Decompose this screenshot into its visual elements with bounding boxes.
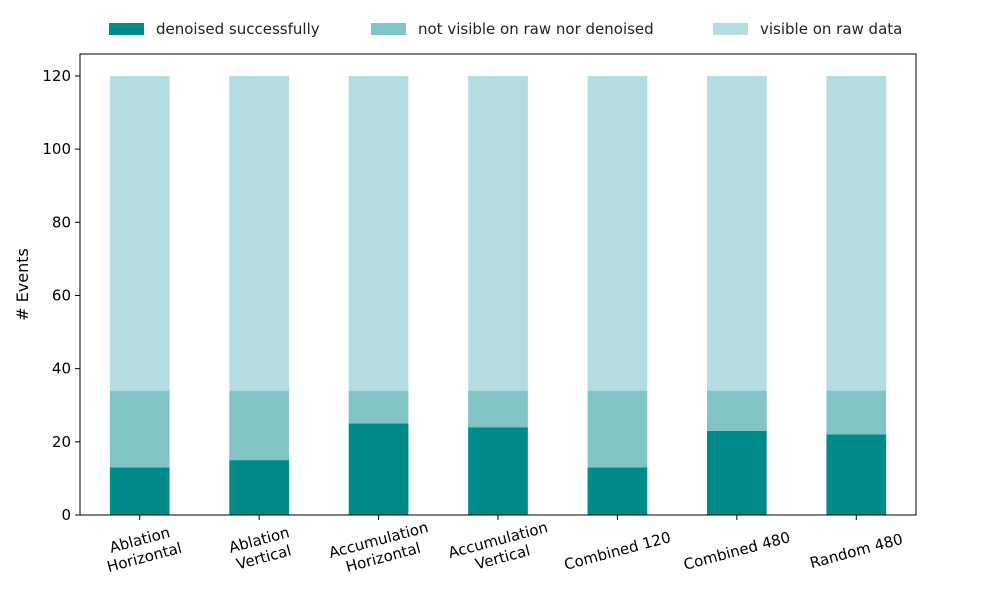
bar-segment-1-1 — [229, 390, 289, 461]
chart-legend: denoised successfully not visible on raw… — [0, 0, 1000, 50]
bar-segment-5-1 — [707, 390, 767, 431]
bar-segment-2-2 — [348, 75, 409, 391]
legend-item-visible-raw: visible on raw data — [713, 19, 902, 39]
x-tick-label-line: Combined 480 — [682, 528, 793, 574]
bar-segment-3-1 — [468, 390, 528, 428]
legend-swatch-not-visible — [371, 23, 406, 35]
bar-segment-3-2 — [468, 75, 528, 391]
legend-item-not-visible: not visible on raw nor denoised — [371, 19, 654, 39]
bar-layer — [109, 75, 887, 515]
legend-label-denoised: denoised successfully — [156, 20, 320, 38]
x-tick-label-line: Combined 120 — [562, 528, 673, 574]
y-tick-label: 20 — [52, 433, 71, 451]
bar-segment-4-2 — [587, 75, 648, 391]
bar-segment-4-1 — [587, 390, 648, 468]
bar-segment-0-2 — [109, 75, 170, 391]
y-tick-label: 120 — [42, 67, 71, 85]
bar-segment-6-1 — [826, 390, 887, 435]
bar-segment-5-2 — [707, 75, 767, 391]
bar-segment-0-0 — [109, 467, 170, 515]
y-axis: 0 20 40 60 80 100 120 — [42, 67, 80, 524]
bar-segment-1-0 — [229, 460, 289, 515]
bar-segment-3-0 — [468, 427, 528, 515]
bar-segment-5-0 — [707, 430, 767, 515]
bar-segment-6-0 — [826, 434, 887, 515]
bar-segment-2-1 — [348, 390, 409, 424]
legend-swatch-visible-raw — [713, 23, 748, 35]
y-tick-label: 100 — [42, 140, 71, 158]
x-tick-label: Combined 480 — [682, 528, 793, 574]
y-tick-label: 40 — [52, 360, 71, 378]
bar-segment-6-2 — [826, 75, 887, 391]
y-tick-label: 80 — [52, 213, 71, 231]
y-tick-label: 60 — [52, 286, 71, 304]
bar-segment-4-0 — [587, 467, 648, 515]
y-tick-label: 0 — [61, 506, 71, 524]
x-tick-label-line: Random 480 — [808, 530, 905, 572]
legend-item-denoised: denoised successfully — [109, 19, 320, 39]
legend-label-visible-raw: visible on raw data — [760, 20, 903, 38]
bar-segment-0-1 — [109, 390, 170, 468]
x-tick-label: Combined 120 — [562, 528, 673, 574]
x-tick-label: Random 480 — [808, 530, 905, 572]
bar-segment-1-2 — [229, 75, 289, 391]
legend-label-not-visible: not visible on raw nor denoised — [418, 20, 654, 38]
legend-swatch-denoised — [109, 23, 144, 35]
bar-segment-2-0 — [348, 423, 409, 515]
y-axis-label: # Events — [13, 248, 32, 321]
